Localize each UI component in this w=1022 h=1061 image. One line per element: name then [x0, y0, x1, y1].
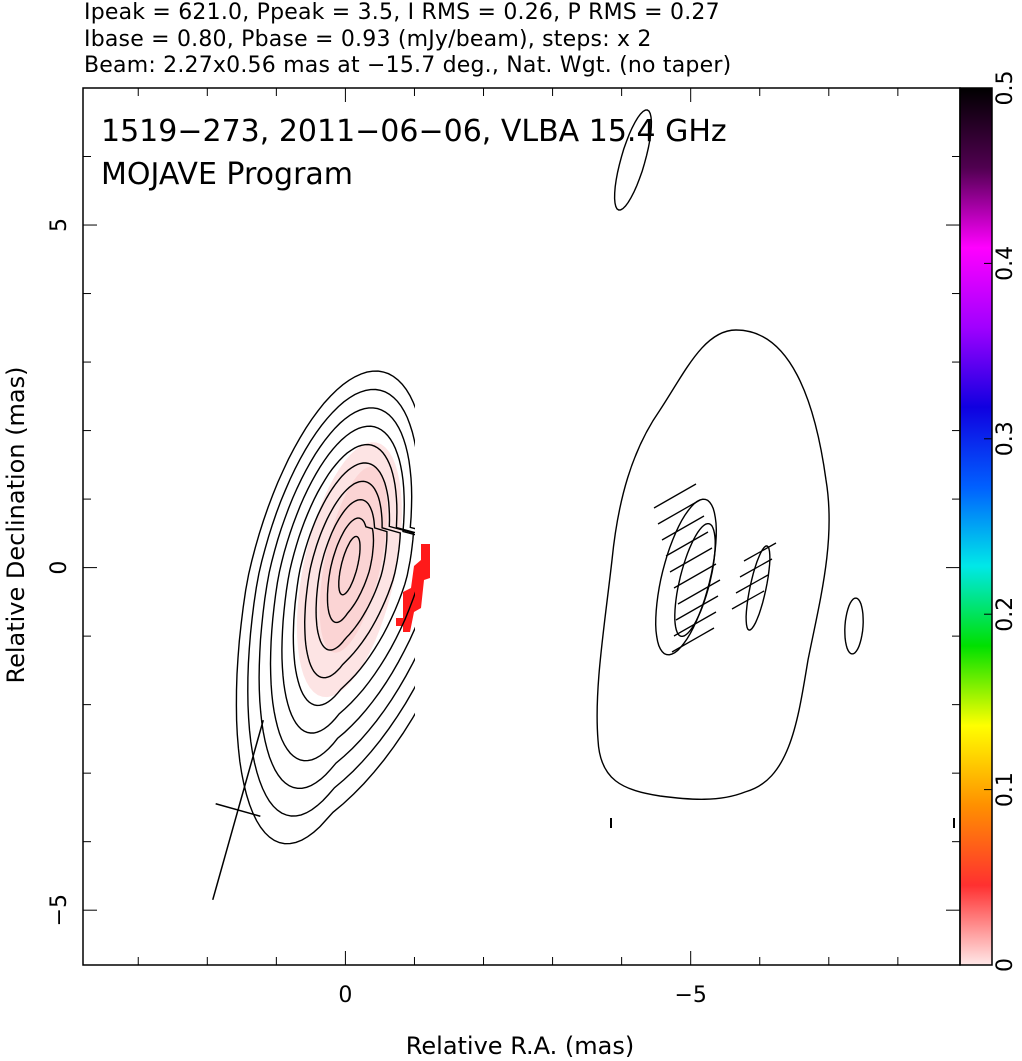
colorbar-gradient — [959, 87, 993, 966]
contour-level-2 — [326, 517, 375, 624]
polarization-panel — [596, 109, 955, 828]
pol-vector — [665, 531, 709, 557]
pol-vector — [731, 590, 765, 610]
colorbar-tick-label: 0.3 — [993, 421, 1018, 456]
right-outer-contour — [596, 329, 830, 800]
right-pol-small-ellipse — [745, 545, 771, 631]
beam-marker — [212, 719, 264, 901]
y-tick-label: 5 — [47, 218, 72, 232]
contour-level-1 — [338, 535, 361, 596]
x-tick-label: −5 — [674, 983, 706, 1008]
header-stats-line: Ipeak = 621.0, Ppeak = 3.5, I RMS = 0.26… — [84, 0, 720, 25]
contour-level-3 — [315, 498, 388, 651]
left-panel-contours — [235, 370, 519, 845]
right-panel-group — [596, 109, 955, 828]
right-top-blob — [613, 109, 653, 211]
pol-vector — [657, 499, 701, 525]
header-base-line: Ibase = 0.80, Pbase = 0.93 (mJy/beam), s… — [84, 27, 652, 52]
right-pol-inner-ellipse — [674, 523, 716, 637]
x-axis-label: Relative R.A. (mas) — [406, 1032, 634, 1060]
colorbar-tick-label: 0.1 — [993, 772, 1018, 807]
beam-minor-axis — [215, 802, 261, 818]
contour-level-4 — [303, 480, 402, 679]
pol-vector — [675, 595, 719, 621]
pol-inner-region — [319, 466, 388, 653]
polarization-image — [296, 442, 430, 698]
pol-vector — [739, 558, 773, 578]
pol-vector — [673, 563, 717, 589]
pol-vector — [673, 611, 717, 637]
pol-vector — [735, 574, 769, 594]
contour-level-9 — [247, 388, 415, 817]
contour-level-6 — [281, 443, 415, 734]
pol-vector — [671, 627, 715, 653]
y-tick-label: −5 — [47, 894, 72, 926]
pol-vector — [661, 515, 705, 541]
pol-vector — [743, 542, 777, 562]
source-annotation: 1519−273, 2011−06−06, VLBA 15.4 GHz — [101, 114, 727, 149]
intensity-contours — [235, 370, 519, 845]
pol-vector — [677, 579, 721, 605]
pol-vector — [669, 547, 713, 573]
plot-frame-rect — [82, 87, 961, 966]
pol-red-patch — [396, 544, 430, 632]
contour-level-7 — [269, 425, 415, 762]
colorbar: 0 0.1 0.2 0.3 0.4 0.5 — [959, 71, 1018, 972]
header-beam-line: Beam: 2.27x0.56 mas at −15.7 deg., Nat. … — [84, 53, 732, 78]
y-tick-label: 0 — [47, 561, 72, 575]
pol-vector — [653, 483, 697, 509]
right-isolated-blob — [844, 597, 864, 655]
colorbar-tick-label: 0.4 — [993, 246, 1018, 281]
plot-frame: 0 −5 −5 0 5 — [47, 87, 961, 1008]
y-axis-label: Relative Declination (mas) — [2, 366, 30, 683]
contour-level-5 — [292, 462, 415, 707]
program-annotation: MOJAVE Program — [101, 157, 353, 192]
x-tick-label: 0 — [338, 983, 352, 1008]
contour-level-8 — [258, 407, 415, 789]
contour-isolated-blob — [502, 591, 519, 657]
colorbar-tick-label: 0 — [993, 958, 1018, 972]
colorbar-tick-label: 0.2 — [993, 597, 1018, 632]
colorbar-tick-label: 0.5 — [993, 71, 1018, 106]
contour-level-10 — [235, 370, 415, 845]
